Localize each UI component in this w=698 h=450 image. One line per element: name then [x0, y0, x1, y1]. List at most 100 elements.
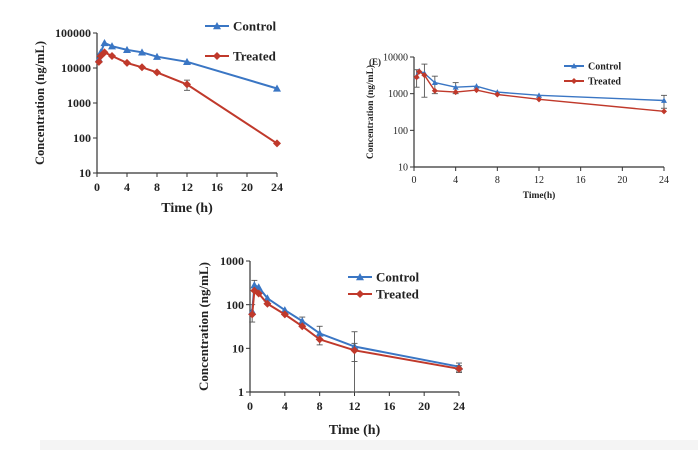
x-tick-label: 8	[154, 180, 160, 194]
data-point	[254, 283, 263, 291]
data-point	[250, 281, 259, 289]
y-tick-label: 10000	[61, 61, 91, 75]
x-tick-label: 8	[317, 399, 323, 413]
data-point	[661, 108, 667, 115]
data-point	[123, 45, 131, 54]
legend-label: Treated	[233, 49, 277, 64]
legend-marker	[213, 22, 221, 30]
data-point	[280, 310, 289, 319]
chart-top-left: 10 100 1000 10000 100000 0 4 8 12 16 20 24 Time (h) C…	[33, 19, 283, 216]
data-point	[536, 92, 542, 98]
data-point	[254, 289, 263, 298]
series-treated	[94, 48, 281, 148]
data-point	[183, 57, 191, 66]
x-tick-label: 24	[659, 175, 669, 186]
data-point	[273, 139, 281, 148]
y-tick-label: 1000	[220, 254, 244, 268]
data-point	[138, 48, 146, 56]
legend-marker	[213, 52, 221, 60]
data-point	[183, 80, 191, 89]
y-tick-label: 100	[393, 126, 408, 137]
x-tick-label: 0	[412, 175, 417, 186]
data-point	[315, 335, 324, 344]
chart-bottom: 1 10 100 1000 0 4 8 12 16 20 24 Time (h) Concentrati…	[196, 254, 465, 438]
legend-label: Treated	[588, 77, 621, 88]
panel-label: (E)	[369, 57, 381, 67]
series-treated	[248, 286, 463, 373]
y-tick-label: 1000	[67, 96, 91, 110]
data-point	[416, 68, 423, 75]
data-point	[100, 38, 109, 47]
y-tick-label: 10	[79, 166, 91, 180]
y-axis-label: Concentration (ng/mL)	[196, 262, 211, 391]
data-point	[153, 68, 161, 77]
data-point	[661, 97, 667, 103]
data-point	[473, 83, 480, 89]
x-tick-label: 12	[534, 175, 544, 186]
x-tick-label: 4	[282, 399, 288, 413]
x-tick-label: 16	[211, 180, 223, 194]
x-tick-label: 16	[383, 399, 395, 413]
legend-label: Control	[233, 19, 276, 34]
data-point	[108, 52, 116, 61]
data-point	[273, 84, 281, 92]
data-point	[100, 48, 109, 57]
data-point	[494, 91, 501, 98]
y-tick-label: 1000	[388, 89, 408, 100]
figure-bottom-strip	[40, 440, 698, 450]
x-tick-label: 20	[418, 399, 430, 413]
data-point	[455, 364, 463, 373]
legend-marker	[571, 63, 577, 69]
x-tick-label: 0	[94, 180, 100, 194]
y-axis-label: Concentration (ng/mL)	[365, 65, 376, 159]
x-tick-label: 12	[349, 399, 361, 413]
x-tick-label: 16	[576, 175, 586, 186]
y-axis-label: Concentration (ng/mL)	[33, 41, 47, 165]
legend-label: Control	[376, 270, 419, 285]
data-point	[138, 63, 146, 72]
data-point	[298, 322, 307, 331]
x-tick-label: 12	[181, 180, 193, 194]
data-point	[280, 306, 289, 314]
data-point	[153, 52, 161, 60]
data-point	[413, 74, 420, 81]
y-tick-label: 10000	[383, 53, 408, 64]
data-point	[452, 89, 459, 96]
legend-marker	[356, 290, 364, 298]
y-tick-label: 10	[398, 163, 408, 174]
legend-label: Treated	[376, 287, 420, 302]
legend-label: Control	[588, 62, 621, 73]
data-point	[473, 87, 480, 94]
series-treated	[413, 68, 667, 115]
x-tick-label: 20	[617, 175, 627, 186]
x-tick-label: 4	[124, 180, 130, 194]
data-point	[248, 310, 257, 319]
data-point	[452, 84, 459, 90]
x-tick-label: 0	[247, 399, 253, 413]
legend-marker	[356, 273, 364, 281]
x-tick-label: 20	[241, 180, 253, 194]
x-tick-label: 24	[453, 399, 465, 413]
data-point	[108, 42, 116, 50]
data-point	[350, 346, 359, 355]
x-tick-label: 8	[495, 175, 500, 186]
chart-top-right: 10 100 1000 10000 0 4 8 12 16 20 24 Time(h) Concentr…	[365, 53, 669, 202]
legend-marker	[571, 78, 577, 84]
data-point	[123, 58, 131, 67]
data-point	[263, 294, 272, 302]
x-axis-label: Time (h)	[329, 423, 381, 438]
y-tick-label: 100	[226, 298, 244, 312]
y-tick-label: 1	[238, 385, 244, 399]
data-point	[431, 87, 438, 94]
y-tick-label: 100	[73, 131, 91, 145]
y-tick-label: 100000	[55, 26, 91, 40]
x-tick-label: 4	[453, 175, 458, 186]
data-point	[421, 72, 428, 79]
x-axis-label: Time(h)	[523, 190, 556, 201]
x-axis-label: Time (h)	[161, 201, 213, 216]
y-tick-label: 10	[232, 342, 244, 356]
data-point	[536, 96, 542, 103]
data-point	[315, 329, 324, 337]
